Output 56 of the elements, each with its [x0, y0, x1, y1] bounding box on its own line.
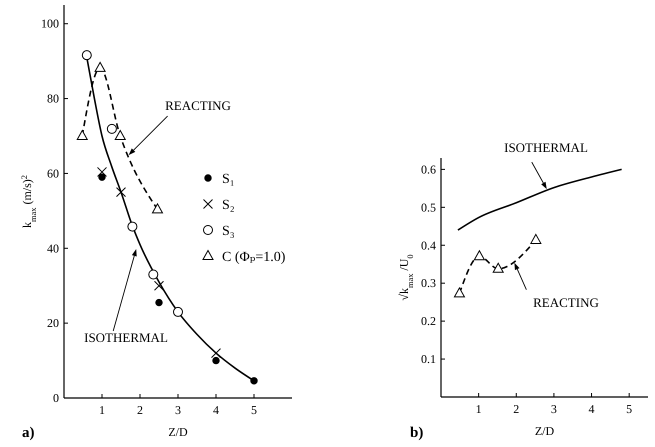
point: [82, 50, 92, 60]
y-tick-label: 100: [41, 16, 59, 31]
x-tick-label: 2: [513, 402, 520, 416]
point: [530, 234, 542, 244]
x-tick-label: 5: [251, 403, 257, 417]
point: [152, 203, 163, 214]
x-axis-title: Z/D: [168, 425, 188, 439]
y-tick-label: 20: [47, 316, 59, 330]
x-tick-label: 2: [137, 403, 143, 417]
annotation: REACTING: [165, 98, 231, 113]
text: a): [22, 425, 34, 441]
point: [106, 124, 117, 134]
legend-label: S₂: [222, 198, 235, 213]
point: [94, 62, 106, 72]
point: [116, 187, 126, 198]
point: [454, 287, 465, 298]
point: [154, 280, 164, 291]
x-tick-label: 4: [588, 402, 595, 416]
point: [212, 356, 220, 364]
y-tick-label: 0.3: [421, 276, 436, 290]
legend-label: S₁: [222, 172, 235, 187]
line-series: [457, 168, 622, 231]
point: [250, 377, 258, 384]
point: [492, 262, 504, 273]
point: [97, 166, 107, 177]
point: [98, 173, 106, 181]
y-tick-label: 0.4: [421, 238, 436, 252]
point: [148, 269, 158, 280]
x-axis-title: Z/D: [534, 424, 554, 438]
y-tick-label: 0.5: [421, 200, 436, 214]
y-tick-label: 0.6: [421, 162, 436, 176]
legend-label: C (Φₚ=1.0): [222, 250, 286, 265]
x-tick-label: 5: [626, 402, 632, 416]
y-tick-label: 60: [47, 166, 59, 180]
point: [211, 348, 221, 358]
point: [474, 250, 485, 260]
point: [155, 298, 163, 306]
point: [114, 130, 126, 140]
point: [76, 130, 88, 140]
y-tick-label: 80: [47, 92, 59, 106]
y-tick-label: 0: [53, 391, 59, 405]
x-tick-label: 4: [213, 403, 219, 417]
annotation: ISOTHERMAL: [84, 330, 168, 345]
legend-label: S₃: [222, 224, 235, 239]
y-tick-label: 0.1: [421, 352, 436, 366]
x-tick-label: 3: [175, 403, 181, 417]
y-tick-label: 40: [47, 241, 59, 256]
x-tick-label: 3: [550, 402, 557, 416]
annotation: REACTING: [533, 295, 599, 310]
x-tick-label: 1: [476, 402, 482, 416]
y-tick-label: 0.2: [421, 314, 436, 328]
annotation: ISOTHERMAL: [504, 140, 588, 155]
point: [127, 222, 138, 232]
point: [173, 306, 183, 317]
text: b): [410, 425, 424, 441]
x-tick-label: 1: [99, 403, 105, 417]
